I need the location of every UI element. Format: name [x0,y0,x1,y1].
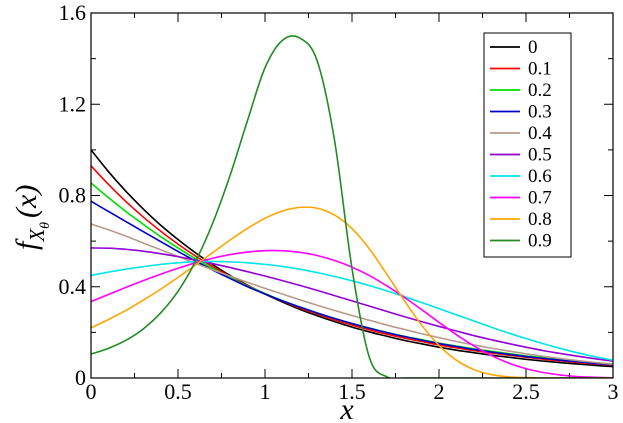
y-tick-label: 1.6 [59,0,87,25]
legend-label: 0.6 [528,166,552,187]
x-tick-label: 2 [434,379,445,404]
legend-label: 0.8 [528,209,552,230]
x-axis-label: x [339,393,354,423]
legend-label: 0.3 [528,102,552,123]
series-layer [91,35,613,378]
x-tick-label: 0.5 [164,379,192,404]
y-tick-label: 0.8 [59,183,87,208]
legend-label: 0.7 [528,188,552,209]
series-line-0 [91,149,613,368]
y-axis-label: fXθ(x) [10,185,53,250]
series-line-0-3 [91,200,613,366]
legend-label: 0.5 [528,145,552,166]
ticks-layer: 0 0.5 1 1.5 2 2.5 3 0 0.4 0.8 1.2 1.6 [59,0,619,404]
y-tick-label: 1.2 [59,91,87,116]
svg-text:fXθ(x): fXθ(x) [10,185,53,250]
x-tick-label: 1 [260,379,271,404]
y-axis-label-sub: X [25,228,49,243]
legend-label: 0.2 [528,80,552,101]
y-tick-label: 0.4 [59,274,87,299]
x-tick-label: 1.5 [338,379,366,404]
series-line-0-6 [91,260,613,361]
y-tick-label: 0 [75,365,86,390]
legend-label: 0 [528,37,538,58]
legend: 00.10.20.30.40.50.60.70.80.9 [483,32,572,258]
x-tick-label: 3 [608,379,619,404]
series-line-0-5 [91,247,613,362]
y-axis-label-subsub: θ [38,222,53,229]
x-tick-label: 2.5 [512,379,540,404]
x-tick-label: 0 [86,379,97,404]
y-axis-label-arg: (x) [10,185,43,218]
legend-label: 0.9 [528,231,552,252]
legend-label: 0.4 [528,123,552,144]
series-line-0-9 [91,35,613,378]
legend-label: 0.1 [528,59,552,80]
